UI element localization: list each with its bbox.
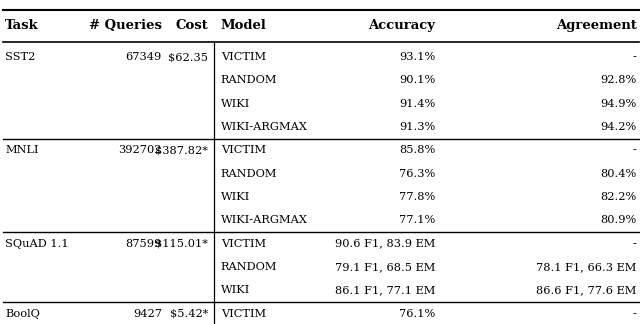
Text: SST2: SST2 — [5, 52, 35, 62]
Text: -: - — [633, 309, 637, 318]
Text: BoolQ: BoolQ — [5, 309, 40, 318]
Text: WIKI: WIKI — [221, 285, 250, 295]
Text: 80.9%: 80.9% — [600, 215, 637, 225]
Text: 76.3%: 76.3% — [399, 169, 435, 179]
Text: 87599: 87599 — [125, 239, 162, 249]
Text: # Queries: # Queries — [89, 19, 162, 32]
Text: RANDOM: RANDOM — [221, 262, 277, 272]
Text: 91.3%: 91.3% — [399, 122, 435, 132]
Text: VICTIM: VICTIM — [221, 239, 266, 249]
Text: WIKI-ARGMAX: WIKI-ARGMAX — [221, 215, 308, 225]
Text: $115.01*: $115.01* — [155, 239, 208, 249]
Text: 79.1 F1, 68.5 EM: 79.1 F1, 68.5 EM — [335, 262, 435, 272]
Text: $387.82*: $387.82* — [155, 145, 208, 155]
Text: 9427: 9427 — [133, 309, 162, 318]
Text: WIKI: WIKI — [221, 192, 250, 202]
Text: 80.4%: 80.4% — [600, 169, 637, 179]
Text: 93.1%: 93.1% — [399, 52, 435, 62]
Text: RANDOM: RANDOM — [221, 75, 277, 85]
Text: Agreement: Agreement — [556, 19, 637, 32]
Text: 85.8%: 85.8% — [399, 145, 435, 155]
Text: 94.2%: 94.2% — [600, 122, 637, 132]
Text: 77.8%: 77.8% — [399, 192, 435, 202]
Text: VICTIM: VICTIM — [221, 52, 266, 62]
Text: 90.1%: 90.1% — [399, 75, 435, 85]
Text: Accuracy: Accuracy — [368, 19, 435, 32]
Text: $62.35: $62.35 — [168, 52, 208, 62]
Text: WIKI-ARGMAX: WIKI-ARGMAX — [221, 122, 308, 132]
Text: RANDOM: RANDOM — [221, 169, 277, 179]
Text: 92.8%: 92.8% — [600, 75, 637, 85]
Text: 94.9%: 94.9% — [600, 99, 637, 109]
Text: -: - — [633, 145, 637, 155]
Text: Task: Task — [5, 19, 39, 32]
Text: 77.1%: 77.1% — [399, 215, 435, 225]
Text: 78.1 F1, 66.3 EM: 78.1 F1, 66.3 EM — [536, 262, 637, 272]
Text: WIKI: WIKI — [221, 99, 250, 109]
Text: $5.42*: $5.42* — [170, 309, 208, 318]
Text: Cost: Cost — [175, 19, 208, 32]
Text: -: - — [633, 52, 637, 62]
Text: VICTIM: VICTIM — [221, 309, 266, 318]
Text: 90.6 F1, 83.9 EM: 90.6 F1, 83.9 EM — [335, 239, 435, 249]
Text: MNLI: MNLI — [5, 145, 38, 155]
Text: 76.1%: 76.1% — [399, 309, 435, 318]
Text: VICTIM: VICTIM — [221, 145, 266, 155]
Text: 86.6 F1, 77.6 EM: 86.6 F1, 77.6 EM — [536, 285, 637, 295]
Text: 67349: 67349 — [125, 52, 162, 62]
Text: Model: Model — [221, 19, 267, 32]
Text: SQuAD 1.1: SQuAD 1.1 — [5, 239, 68, 249]
Text: -: - — [633, 239, 637, 249]
Text: 392702: 392702 — [118, 145, 162, 155]
Text: 82.2%: 82.2% — [600, 192, 637, 202]
Text: 86.1 F1, 77.1 EM: 86.1 F1, 77.1 EM — [335, 285, 435, 295]
Text: 91.4%: 91.4% — [399, 99, 435, 109]
